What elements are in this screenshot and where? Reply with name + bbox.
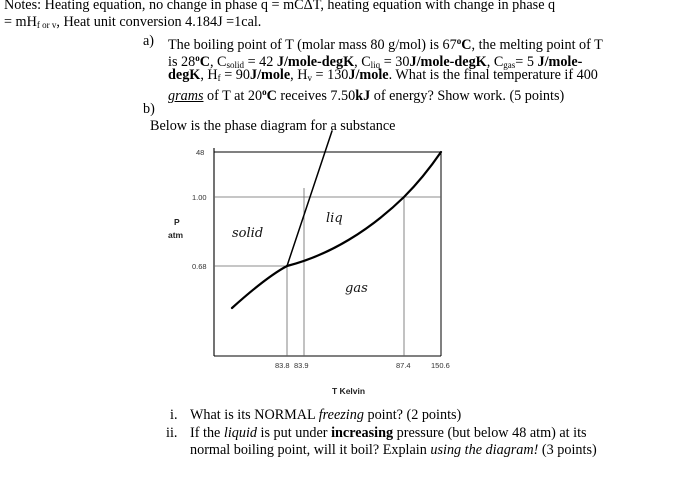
y-axis-label-p: P — [174, 217, 180, 227]
sublimation-curve — [230, 264, 289, 310]
question-ii-line-2: normal boiling point, will it boil? Expl… — [190, 442, 597, 458]
melting-curve — [286, 130, 333, 267]
part-a-line-2: is 28oC, Csolid = 42 J/mole-degK, Cliq =… — [168, 53, 583, 70]
part-a-marker: a) — [143, 33, 155, 49]
diagram-frame — [213, 148, 442, 357]
question-i-marker: i. — [170, 407, 178, 423]
y-tick-48: 48 — [196, 148, 204, 157]
y-tick-0-68: 0.68 — [192, 262, 207, 271]
question-ii-line-1: If the liquid is put under increasing pr… — [190, 425, 587, 441]
part-b-marker: b) — [143, 101, 155, 117]
part-a-line-3: degK, Hf = 90J/mole, Hv = 130J/mole. Wha… — [168, 67, 598, 83]
x-tick-83-8: 83.8 — [275, 361, 290, 370]
region-label-liquid: liq — [326, 211, 343, 226]
region-label-solid: solid — [232, 226, 263, 241]
notes-line-1: Notes: Heating equation, no change in ph… — [4, 0, 556, 13]
part-a-line-4: grams of T at 20oC receives 7.50kJ of en… — [168, 87, 565, 104]
y-axis-label-unit: atm — [168, 230, 184, 240]
question-i-text: What is its NORMAL freezing point? (2 po… — [190, 407, 462, 423]
x-tick-150-6: 150.6 — [431, 361, 450, 370]
vaporization-curve — [285, 150, 443, 268]
phase-curves — [230, 130, 443, 310]
region-label-gas: gas — [345, 281, 368, 296]
notes-line-2: = mHf or v, Heat unit conversion 4.184J … — [4, 14, 262, 30]
x-axis-label: T Kelvin — [332, 386, 365, 396]
x-tick-87-4: 87.4 — [396, 361, 411, 370]
x-tick-83-9: 83.9 — [294, 361, 309, 370]
y-tick-1-00: 1.00 — [192, 193, 207, 202]
part-a-line-1: The boiling point of T (molar mass 80 g/… — [168, 36, 603, 53]
part-b-intro: Below is the phase diagram for a substan… — [150, 118, 396, 134]
question-ii-marker: ii. — [166, 425, 178, 441]
